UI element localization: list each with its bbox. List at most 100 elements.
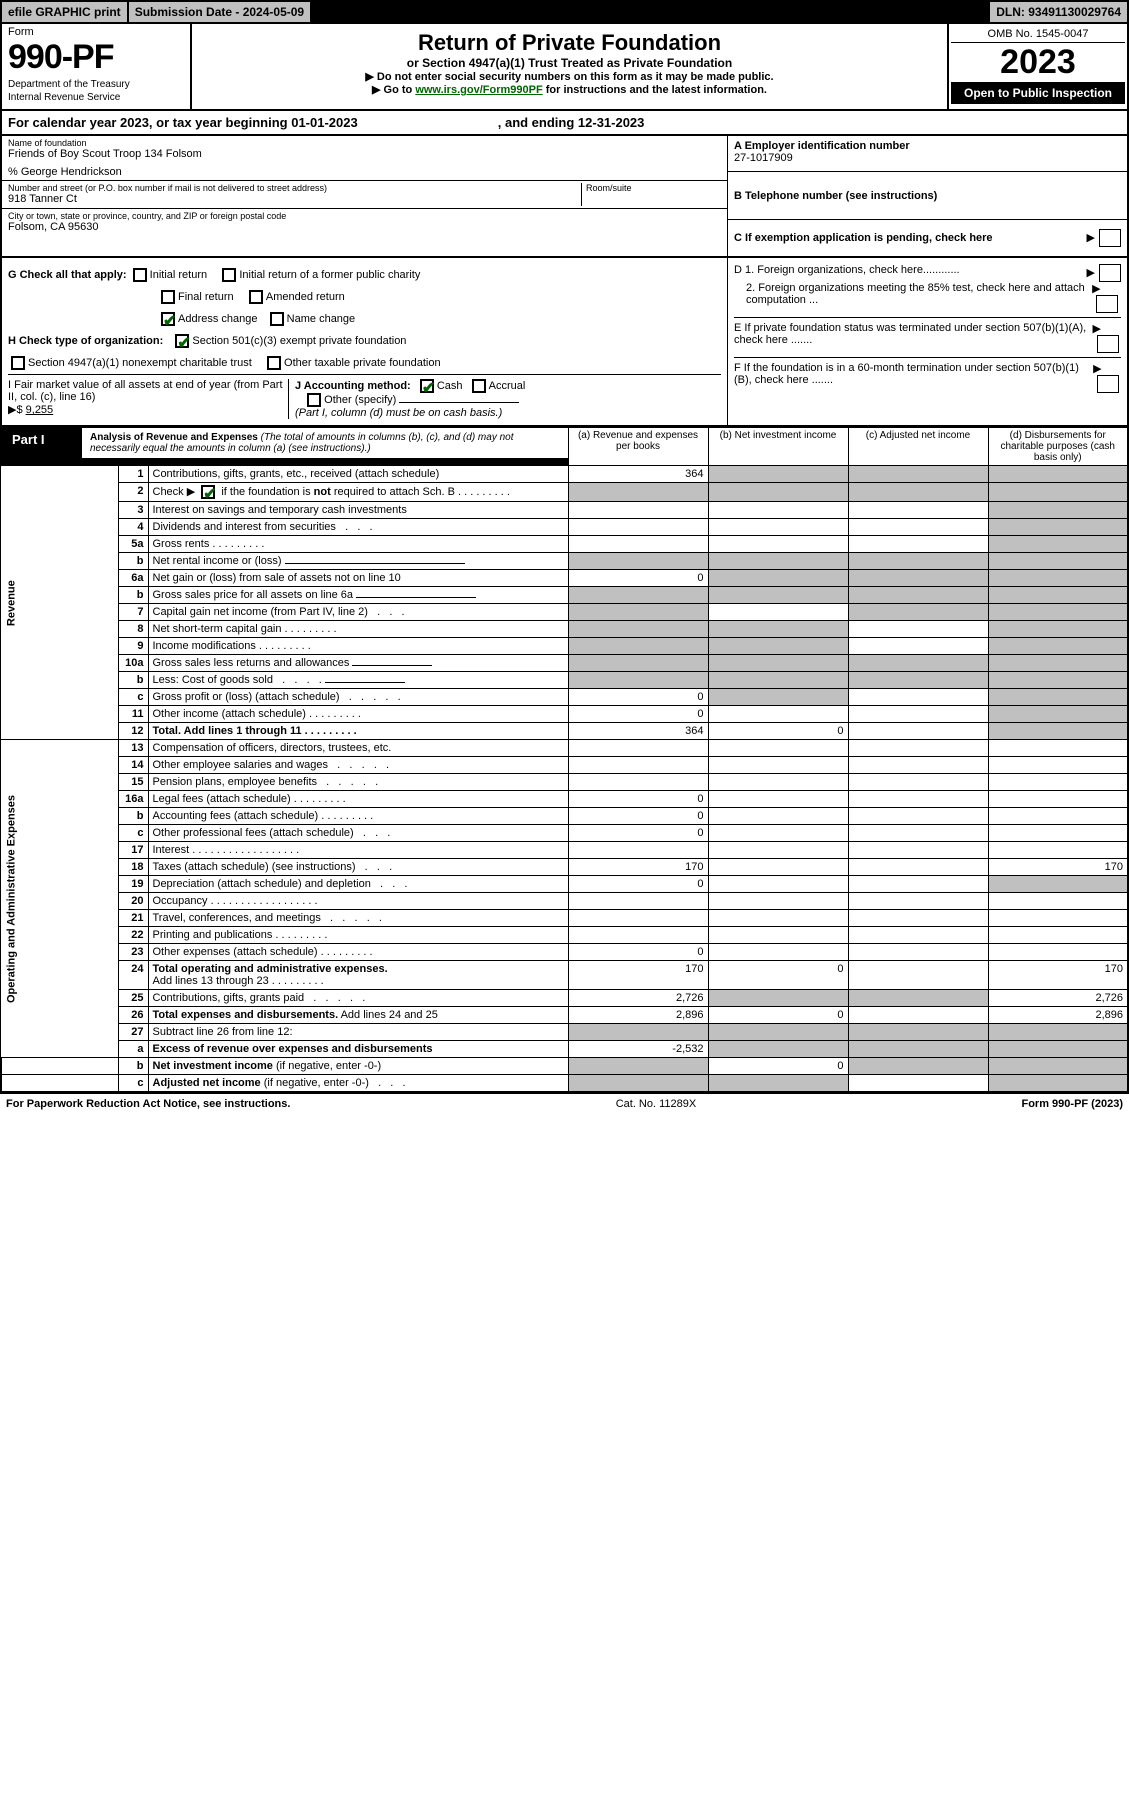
cb-other-tax[interactable]: [267, 356, 281, 370]
d2-row: 2. Foreign organizations meeting the 85%…: [734, 282, 1121, 313]
r27a-n: a: [118, 1041, 148, 1058]
h-row: H Check type of organization: Section 50…: [8, 330, 721, 352]
j-label: J Accounting method:: [295, 380, 411, 392]
r5b-n: b: [118, 553, 148, 570]
form-title: Return of Private Foundation: [202, 30, 937, 56]
instr-2: ▶ Go to www.irs.gov/Form990PF for instru…: [202, 83, 937, 96]
ein-value: 27-1017909: [734, 152, 1121, 164]
h-other: Other taxable private foundation: [284, 357, 441, 369]
part1-title: Analysis of Revenue and Expenses: [90, 432, 258, 443]
r24-d: Total operating and administrative expen…: [148, 961, 568, 990]
r9-d: Income modifications: [148, 638, 568, 655]
r25-d: Contributions, gifts, grants paid . . . …: [148, 990, 568, 1007]
city-label: City or town, state or province, country…: [8, 211, 721, 221]
r4-d: Dividends and interest from securities .…: [148, 519, 568, 536]
form-subtitle: or Section 4947(a)(1) Trust Treated as P…: [202, 56, 937, 70]
h-label: H Check type of organization:: [8, 335, 163, 347]
r20-n: 20: [118, 893, 148, 910]
r10b-d: Less: Cost of goods sold . . . .: [148, 672, 568, 689]
r2-d: Check ▶ if the foundation is not require…: [148, 483, 568, 502]
c-label: C If exemption application is pending, c…: [734, 232, 993, 244]
r16a-a: 0: [568, 791, 708, 808]
j-note: (Part I, column (d) must be on cash basi…: [295, 407, 502, 419]
r1-n: 1: [118, 466, 148, 483]
dept-treasury: Department of the Treasury: [8, 79, 184, 90]
r15-n: 15: [118, 774, 148, 791]
r12-b: 0: [708, 723, 848, 740]
addr-label: Number and street (or P.O. box number if…: [8, 183, 581, 193]
form-word: Form: [8, 26, 184, 38]
r22-n: 22: [118, 927, 148, 944]
r21-d: Travel, conferences, and meetings . . . …: [148, 910, 568, 927]
tel-row: B Telephone number (see instructions): [728, 172, 1127, 220]
r16b-a: 0: [568, 808, 708, 825]
cb-other-spec[interactable]: [307, 393, 321, 407]
col-a-header: (a) Revenue and expenses per books: [568, 428, 708, 466]
e-label: E If private foundation status was termi…: [734, 322, 1093, 346]
d1-row: D 1. Foreign organizations, check here..…: [734, 264, 1121, 282]
r12-a: 364: [568, 723, 708, 740]
r10c-d: Gross profit or (loss) (attach schedule)…: [148, 689, 568, 706]
r1-d: Contributions, gifts, grants, etc., rece…: [148, 466, 568, 483]
r24-b: 0: [708, 961, 848, 990]
r2-n: 2: [118, 483, 148, 502]
r26-b: 0: [708, 1007, 848, 1024]
g-row2: Final return Amended return: [8, 286, 721, 308]
cb-initial-former[interactable]: [222, 268, 236, 282]
cb-accrual[interactable]: [472, 379, 486, 393]
r6a-n: 6a: [118, 570, 148, 587]
r3-d: Interest on savings and temporary cash i…: [148, 502, 568, 519]
instr-link[interactable]: www.irs.gov/Form990PF: [415, 84, 542, 96]
cb-address[interactable]: [161, 312, 175, 326]
g-row3: Address change Name change: [8, 308, 721, 330]
r4-n: 4: [118, 519, 148, 536]
j-other: Other (specify): [324, 394, 396, 406]
form-header: Form 990-PF Department of the Treasury I…: [0, 24, 1129, 111]
r10a-n: 10a: [118, 655, 148, 672]
name-label: Name of foundation: [8, 138, 721, 148]
cb-amended[interactable]: [249, 290, 263, 304]
r15-d: Pension plans, employee benefits . . . .…: [148, 774, 568, 791]
efile-label: efile GRAPHIC print: [2, 2, 129, 22]
instr-1: ▶ Do not enter social security numbers o…: [202, 70, 937, 83]
r19-n: 19: [118, 876, 148, 893]
i-value: 9,255: [26, 404, 54, 416]
r16b-n: b: [118, 808, 148, 825]
r26-dd: 2,896: [988, 1007, 1128, 1024]
r10c-n: c: [118, 689, 148, 706]
f-row: F If the foundation is in a 60-month ter…: [734, 357, 1121, 393]
cb-501c3[interactable]: [175, 334, 189, 348]
cb-4947[interactable]: [11, 356, 25, 370]
cb-cash[interactable]: [420, 379, 434, 393]
r3-n: 3: [118, 502, 148, 519]
check-section: G Check all that apply: Initial return I…: [0, 258, 1129, 427]
cb-name[interactable]: [270, 312, 284, 326]
r27-d: Subtract line 26 from line 12:: [148, 1024, 568, 1041]
cb-initial[interactable]: [133, 268, 147, 282]
calendar-year-row: For calendar year 2023, or tax year begi…: [0, 111, 1129, 136]
header-right: OMB No. 1545-0047 2023 Open to Public In…: [947, 24, 1127, 109]
r20-d: Occupancy: [148, 893, 568, 910]
r13-n: 13: [118, 740, 148, 757]
cal-year-a: For calendar year 2023, or tax year begi…: [8, 115, 358, 130]
care-of: % George Hendrickson: [8, 166, 721, 178]
cb-schb[interactable]: [201, 485, 215, 499]
r16a-n: 16a: [118, 791, 148, 808]
r19-a: 0: [568, 876, 708, 893]
omb-number: OMB No. 1545-0047: [951, 26, 1125, 43]
tax-year: 2023: [951, 43, 1125, 82]
r5a-n: 5a: [118, 536, 148, 553]
header-left: Form 990-PF Department of the Treasury I…: [2, 24, 192, 109]
r5a-d: Gross rents: [148, 536, 568, 553]
r23-d: Other expenses (attach schedule): [148, 944, 568, 961]
ij-row: I Fair market value of all assets at end…: [8, 374, 721, 419]
name-value: Friends of Boy Scout Troop 134 Folsom: [8, 148, 721, 160]
cb-final[interactable]: [161, 290, 175, 304]
r27c-d: Adjusted net income (if negative, enter …: [148, 1075, 568, 1093]
r19-d: Depreciation (attach schedule) and deple…: [148, 876, 568, 893]
r16c-d: Other professional fees (attach schedule…: [148, 825, 568, 842]
addr-value: 918 Tanner Ct: [8, 193, 581, 205]
instr2-pre: ▶ Go to: [372, 84, 415, 96]
form-number: 990-PF: [8, 38, 184, 77]
footer: For Paperwork Reduction Act Notice, see …: [0, 1093, 1129, 1114]
